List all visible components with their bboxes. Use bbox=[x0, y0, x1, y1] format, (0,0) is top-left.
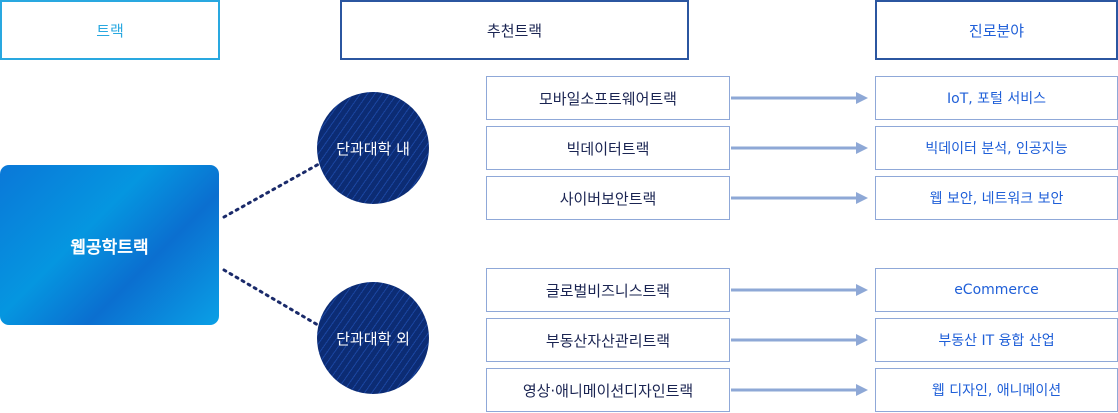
group-circle-outer: 단과대학 외 bbox=[317, 282, 429, 394]
header-career: 진로분야 bbox=[875, 0, 1118, 60]
recommended-track-box: 부동산자산관리트랙 bbox=[486, 318, 730, 362]
recommended-track-box: 사이버보안트랙 bbox=[486, 176, 730, 220]
career-box: 빅데이터 분석, 인공지능 bbox=[875, 126, 1118, 170]
main-track-card: 웹공학트랙 bbox=[0, 165, 219, 325]
recommended-track-box: 글로벌비즈니스트랙 bbox=[486, 268, 730, 312]
group-circle-inner: 단과대학 내 bbox=[317, 92, 429, 204]
dotted-line-inner bbox=[222, 153, 337, 219]
career-box: 부동산 IT 융합 산업 bbox=[875, 318, 1118, 362]
recommended-track-box: 영상·애니메이션디자인트랙 bbox=[486, 368, 730, 412]
career-box: IoT, 포털 서비스 bbox=[875, 76, 1118, 120]
header-recommended: 추천트랙 bbox=[340, 0, 689, 60]
recommended-track-box: 빅데이터트랙 bbox=[486, 126, 730, 170]
career-box: eCommerce bbox=[875, 268, 1118, 312]
career-box: 웹 보안, 네트워크 보안 bbox=[875, 176, 1118, 220]
dotted-line-outer bbox=[222, 268, 337, 337]
header-track: 트랙 bbox=[0, 0, 220, 60]
career-box: 웹 디자인, 애니메이션 bbox=[875, 368, 1118, 412]
recommended-track-box: 모바일소프트웨어트랙 bbox=[486, 76, 730, 120]
